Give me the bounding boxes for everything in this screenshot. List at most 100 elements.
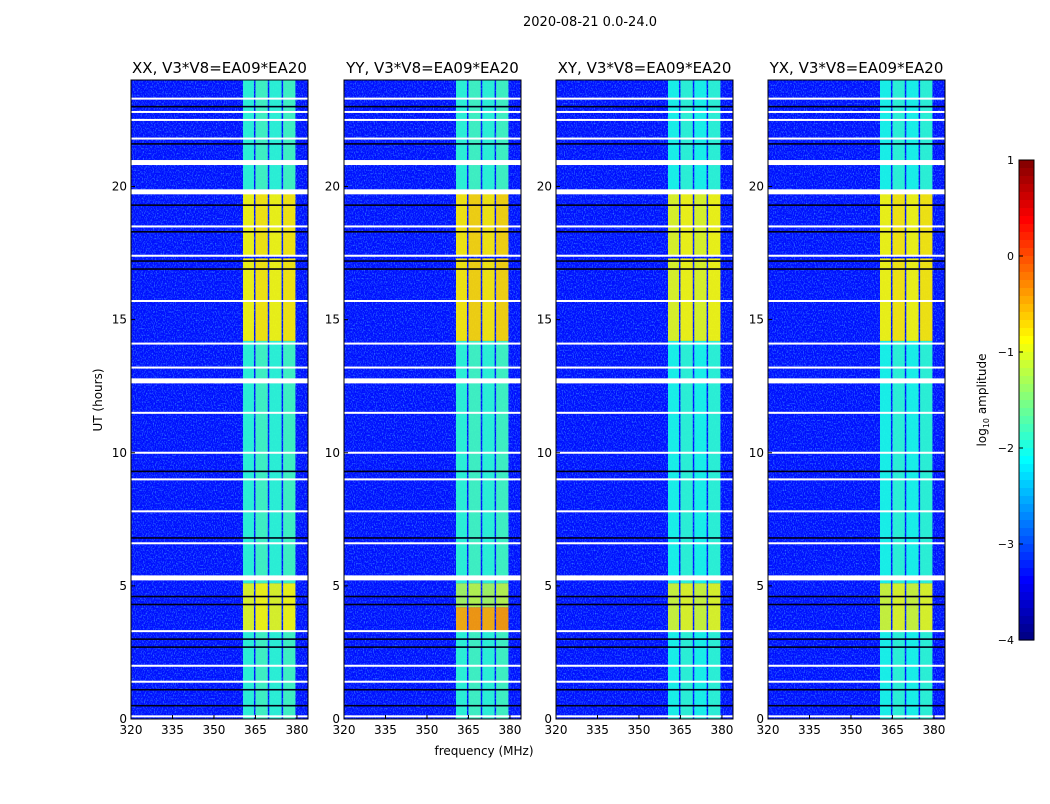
panel-yx: YX, V3*V8=EA09*EA20 320 335 350 365 380 0 5 10 15… — [749, 59, 946, 737]
band-cell — [906, 631, 919, 719]
flagged-gap — [344, 97, 521, 100]
flagged-gap — [344, 342, 521, 345]
colorbar-tick-label: 1 — [1007, 154, 1014, 167]
flagged-gap — [344, 630, 521, 633]
dark-row — [556, 268, 733, 270]
band-cell — [255, 191, 268, 256]
y-tick-label: 15 — [537, 313, 552, 327]
band-cell — [468, 258, 481, 341]
colorbar-segment — [1019, 584, 1034, 593]
dark-row — [556, 230, 733, 233]
band-cell — [680, 191, 693, 256]
dark-row — [344, 704, 521, 707]
dark-row — [131, 537, 308, 539]
band-cell — [468, 631, 481, 719]
band-cell — [496, 607, 509, 632]
flagged-gap — [556, 299, 733, 302]
flagged-gap — [556, 160, 733, 166]
colorbar-segment — [1019, 568, 1034, 577]
panel-xx: XX, V3*V8=EA09*EA20 320 335 350 365 380 0 5 10 15… — [112, 59, 309, 737]
band-cell — [496, 583, 509, 608]
colorbar-segment — [1019, 232, 1034, 241]
flagged-gap — [556, 510, 733, 513]
flagged-gap — [768, 118, 945, 121]
dark-row — [768, 470, 945, 473]
colorbar-segment — [1019, 208, 1034, 217]
dark-row — [556, 638, 733, 640]
colorbar-segment — [1019, 424, 1034, 433]
band-cell — [892, 258, 905, 341]
panel-title: XY, V3*V8=EA09*EA20 — [558, 59, 732, 77]
band-cell — [892, 191, 905, 256]
flagged-gap — [131, 664, 308, 667]
flagged-gap — [344, 160, 521, 166]
panel-title: YY, V3*V8=EA09*EA20 — [345, 59, 519, 77]
band-cell — [468, 80, 481, 192]
y-tick-label: 0 — [119, 712, 127, 726]
band-cell — [680, 631, 693, 719]
dark-row — [344, 204, 521, 206]
y-tick-label: 0 — [544, 712, 552, 726]
dark-row — [556, 143, 733, 145]
band-cell — [482, 583, 495, 608]
colorbar-segment — [1019, 224, 1034, 233]
axes-frame — [767, 79, 946, 720]
flagged-gap — [556, 225, 733, 228]
band-cell — [708, 80, 721, 192]
colorbar-segment — [1019, 440, 1034, 449]
band-cell — [269, 340, 282, 584]
band-cell — [680, 258, 693, 341]
flagged-gap — [344, 478, 521, 481]
colorbar-segment — [1019, 472, 1034, 481]
colorbar-segment — [1019, 560, 1034, 569]
colorbar-segment — [1019, 480, 1034, 489]
band-cell — [255, 80, 268, 192]
colorbar-segment — [1019, 528, 1034, 537]
band-cell — [906, 340, 919, 584]
band-cell — [708, 583, 721, 632]
colorbar-segment — [1019, 520, 1034, 529]
band-cell — [468, 583, 481, 608]
band-cell — [680, 340, 693, 584]
y-tick-label: 5 — [332, 579, 340, 593]
x-tick-label: 350 — [628, 723, 651, 737]
colorbar-segment — [1019, 344, 1034, 353]
colorbar-tick-label: 0 — [1007, 250, 1014, 263]
band-cell — [708, 631, 721, 719]
x-tick-label: 380 — [922, 723, 945, 737]
band-cell — [694, 258, 707, 341]
flagged-gap — [768, 342, 945, 345]
band-cell — [920, 80, 933, 192]
colorbar-segment — [1019, 504, 1034, 513]
x-tick-label: 380 — [498, 723, 521, 737]
x-tick-label: 320 — [120, 723, 143, 737]
flagged-gap — [131, 680, 308, 683]
panel-title: XX, V3*V8=EA09*EA20 — [132, 59, 307, 77]
flagged-gap — [344, 118, 521, 121]
axes-frame — [130, 79, 309, 720]
dark-row — [131, 638, 308, 640]
dark-row — [768, 268, 945, 270]
band-cell — [694, 631, 707, 719]
x-axis-label: frequency (MHz) — [434, 744, 533, 758]
band-cell — [668, 258, 679, 341]
dark-row — [556, 105, 733, 108]
colorbar-segment — [1019, 200, 1034, 209]
flagged-gap — [556, 254, 733, 257]
colorbar-segment — [1019, 400, 1034, 409]
flagged-gap — [768, 299, 945, 302]
band-cell — [680, 80, 693, 192]
colorbar-segment — [1019, 256, 1034, 265]
flagged-gap — [131, 378, 308, 384]
colorbar-segment — [1019, 184, 1034, 193]
x-tick-label: 365 — [244, 723, 267, 737]
band-cell — [668, 191, 679, 256]
colorbar-segment — [1019, 536, 1034, 545]
x-tick-label: 335 — [586, 723, 609, 737]
colorbar-segment — [1019, 336, 1034, 345]
dark-row — [131, 230, 308, 233]
figure-title: 2020-08-21 0.0-24.0 — [523, 15, 657, 30]
x-tick-label: 380 — [710, 723, 733, 737]
colorbar-segment — [1019, 168, 1034, 177]
band-cell — [243, 191, 254, 256]
